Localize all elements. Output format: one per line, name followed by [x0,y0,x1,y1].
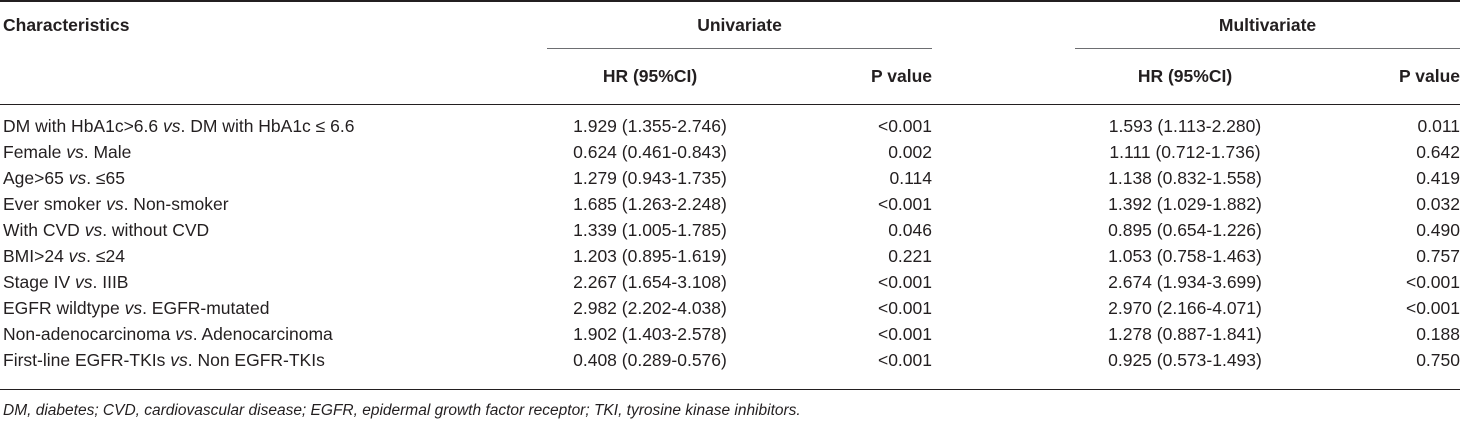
header-characteristics: Characteristics [3,15,130,35]
versus-italic: vs [68,168,87,188]
comparison-text: . ≤24 [86,246,125,266]
versus-italic: vs [170,350,188,370]
characteristic-text: Female [3,142,67,162]
characteristic-text: Non-adenocarcinoma [3,324,176,344]
characteristic-text: With CVD [3,220,85,240]
row-uni-p: <0.001 [877,324,932,344]
comparison-text: . IIIB [92,272,129,292]
characteristic-text: DM with HbA1c>6.6 [3,116,163,136]
row-uni-hr: 0.408 (0.289-0.576) [573,350,727,370]
row-uni-hr: 1.929 (1.355-2.746) [573,116,727,136]
comparison-text: . Male [83,142,132,162]
row-multi-hr: 2.674 (1.934-3.699) [1108,272,1262,292]
versus-italic: vs [84,220,103,240]
row-uni-hr: 2.982 (2.202-4.038) [573,298,727,318]
row-characteristic: First-line EGFR-TKIs vs. Non EGFR-TKIs [3,350,325,370]
row-multi-hr: 0.925 (0.573-1.493) [1108,350,1262,370]
row-multi-hr: 1.593 (1.113-2.280) [1108,116,1262,136]
row-uni-p: 0.114 [889,168,933,188]
multivariate-underline [1075,48,1460,49]
row-characteristic: Stage IV vs. IIIB [3,272,128,292]
row-multi-p: 0.032 [1416,194,1460,214]
comparison-text: . EGFR-mutated [142,298,270,318]
row-multi-hr: 1.392 (1.029-1.882) [1108,194,1262,214]
characteristic-text: EGFR wildtype [3,298,125,318]
row-characteristic: With CVD vs. without CVD [3,220,209,240]
row-uni-p: 0.002 [888,142,932,162]
row-multi-p: 0.419 [1416,168,1460,188]
header-uni-hr: HR (95%CI) [602,66,698,86]
versus-italic: vs [163,116,181,136]
versus-italic: vs [75,272,93,292]
row-characteristic: Female vs. Male [3,142,131,162]
header-multivariate: Multivariate [1218,15,1317,35]
row-multi-p: <0.001 [1405,272,1460,292]
comparison-text: . ≤65 [86,168,125,188]
row-characteristic: Non-adenocarcinoma vs. Adenocarcinoma [3,324,333,344]
row-multi-p: <0.001 [1405,298,1460,318]
characteristic-text: Stage IV [3,272,75,292]
row-uni-hr: 0.624 (0.461-0.843) [573,142,727,162]
header-univariate: Univariate [697,15,782,35]
row-uni-p: <0.001 [877,116,932,136]
row-characteristic: Ever smoker vs. Non-smoker [3,194,229,214]
versus-italic: vs [106,194,124,214]
top-rule [0,0,1460,2]
comparison-text: . without CVD [102,220,210,240]
header-bottom-rule [0,104,1460,105]
row-characteristic: BMI>24 vs. ≤24 [3,246,125,266]
row-multi-p: 0.011 [1417,116,1460,136]
comparison-text: . Non EGFR-TKIs [187,350,325,370]
characteristic-text: Ever smoker [3,194,107,214]
comparison-text: . Adenocarcinoma [192,324,333,344]
characteristic-text: First-line EGFR-TKIs [3,350,171,370]
row-multi-p: 0.188 [1416,324,1460,344]
comparison-text: . Non-smoker [123,194,229,214]
row-uni-hr: 1.279 (0.943-1.735) [573,168,727,188]
row-characteristic: DM with HbA1c>6.6 vs. DM with HbA1c ≤ 6.… [3,116,354,136]
table-footnote: DM, diabetes; CVD, cardiovascular diseas… [3,402,801,419]
row-uni-p: 0.221 [888,246,932,266]
comparison-text: . DM with HbA1c ≤ 6.6 [180,116,355,136]
row-multi-p: 0.750 [1416,350,1460,370]
row-uni-hr: 2.267 (1.654-3.108) [573,272,727,292]
row-uni-hr: 1.685 (1.263-2.248) [573,194,727,214]
versus-italic: vs [68,246,87,266]
versus-italic: vs [66,142,84,162]
header-uni-p: P value [871,66,932,86]
characteristic-text: Age>65 [3,168,69,188]
row-characteristic: Age>65 vs. ≤65 [3,168,125,188]
row-multi-hr: 1.053 (0.758-1.463) [1108,246,1262,266]
row-multi-hr: 1.278 (0.887-1.841) [1108,324,1262,344]
header-multi-hr: HR (95%CI) [1137,66,1233,86]
row-multi-hr: 1.138 (0.832-1.558) [1108,168,1262,188]
row-uni-p: <0.001 [877,272,932,292]
row-uni-p: <0.001 [877,298,932,318]
row-uni-p: 0.046 [888,220,932,240]
univariate-underline [547,48,932,49]
row-uni-hr: 1.339 (1.005-1.785) [573,220,727,240]
row-uni-hr: 1.902 (1.403-2.578) [573,324,727,344]
row-multi-hr: 1.111 (0.712-1.736) [1109,142,1261,162]
row-multi-p: 0.757 [1416,246,1460,266]
header-multi-p: P value [1399,66,1460,86]
row-characteristic: EGFR wildtype vs. EGFR-mutated [3,298,269,318]
row-uni-p: <0.001 [877,350,932,370]
row-multi-hr: 0.895 (0.654-1.226) [1108,220,1262,240]
row-multi-p: 0.490 [1416,220,1460,240]
row-multi-hr: 2.970 (2.166-4.071) [1108,298,1262,318]
row-uni-hr: 1.203 (0.895-1.619) [573,246,727,266]
characteristic-text: BMI>24 [3,246,69,266]
row-multi-p: 0.642 [1416,142,1460,162]
versus-italic: vs [124,298,143,318]
versus-italic: vs [175,324,193,344]
row-uni-p: <0.001 [877,194,932,214]
table-bottom-rule [0,389,1460,390]
